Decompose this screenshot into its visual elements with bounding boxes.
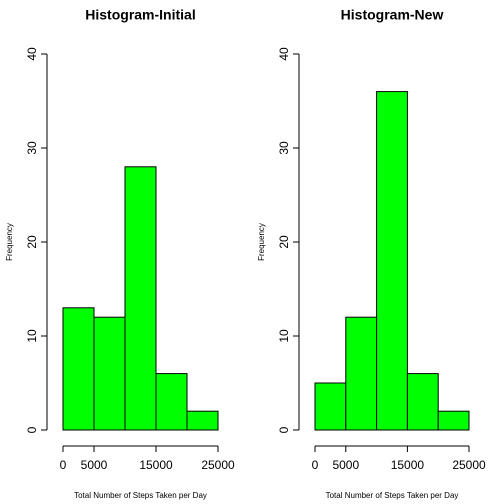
bar [93, 316, 126, 431]
y-tick-label: 20 [25, 235, 39, 249]
y-tick-label: 40 [25, 47, 39, 61]
bar [62, 307, 95, 431]
x-tick-label: 25000 [452, 458, 486, 472]
bar [406, 373, 439, 431]
x-axis-label: Total Number of Steps Taken per Day [326, 491, 459, 500]
chart-title: Histogram-New [341, 7, 444, 23]
y-axis-label: Frequency [257, 223, 266, 261]
bar [186, 410, 219, 431]
bar [345, 316, 378, 431]
x-tick-label: 0 [312, 458, 319, 472]
x-tick-label: 0 [60, 458, 67, 472]
y-tick-label: 40 [277, 47, 291, 61]
y-tick-label: 20 [277, 235, 291, 249]
y-tick-label: 30 [277, 141, 291, 155]
x-tick-label: 25000 [201, 458, 235, 472]
y-tick-label: 0 [277, 426, 291, 433]
x-tick-label: 5000 [81, 458, 108, 472]
y-tick-label: 0 [25, 426, 39, 433]
y-tick-label: 10 [277, 329, 291, 343]
bar [437, 410, 470, 431]
x-axis-label: Total Number of Steps Taken per Day [74, 491, 207, 500]
bar [124, 166, 157, 431]
bar [376, 91, 408, 431]
x-tick-label: 5000 [332, 458, 359, 472]
bar [314, 382, 347, 431]
y-tick-label: 10 [25, 329, 39, 343]
bar [155, 373, 188, 431]
x-tick-label: 15000 [391, 458, 425, 472]
y-tick-label: 30 [25, 141, 39, 155]
y-axis-label: Frequency [5, 223, 14, 261]
chart-title: Histogram-Initial [85, 7, 195, 23]
x-tick-label: 15000 [139, 458, 173, 472]
